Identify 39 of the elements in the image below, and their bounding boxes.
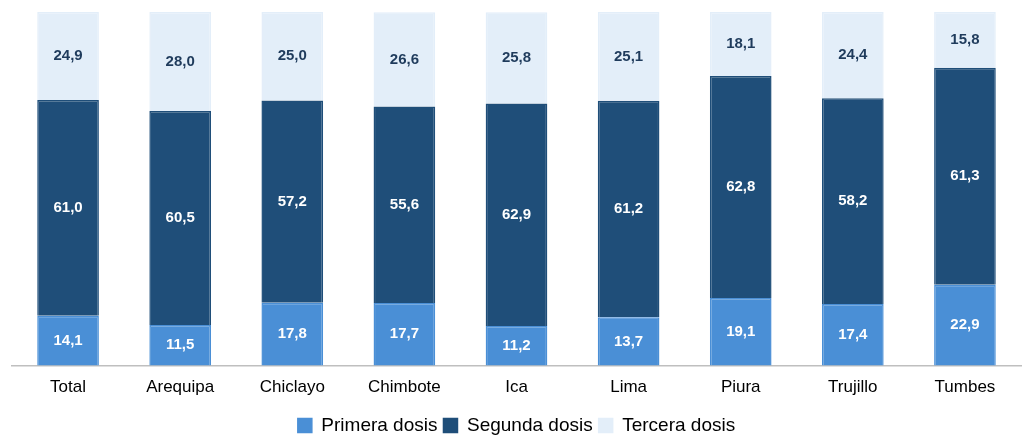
data-label: 62,9 (501, 204, 532, 222)
legend-label: Segunda dosis (466, 413, 593, 435)
data-label: 61,3 (950, 166, 980, 184)
x-tick-label: Ica (505, 377, 529, 397)
x-tick-label: Piura (720, 377, 762, 397)
data-label: 17,7 (389, 324, 419, 342)
data-label: 18,1 (726, 34, 756, 52)
data-label: 61,0 (53, 198, 83, 216)
x-tick-label: Tumbes (934, 377, 996, 397)
data-label: 22,9 (950, 315, 980, 333)
data-label: 25,1 (614, 46, 644, 64)
data-label: 25,8 (501, 48, 532, 66)
data-label: 14,1 (53, 330, 83, 348)
data-label: 19,1 (726, 321, 756, 339)
x-tick-label: Chiclayo (259, 377, 325, 397)
data-label: 57,2 (277, 191, 307, 209)
x-tick-label: Arequipa (146, 377, 215, 397)
data-label: 11,2 (502, 335, 531, 353)
x-tick-label: Chimbote (368, 377, 441, 397)
data-label: 60,5 (165, 208, 195, 226)
data-label: 13,7 (614, 331, 644, 349)
data-label: 11,5 (165, 335, 195, 353)
data-label: 24,9 (53, 46, 83, 64)
legend-label: Primera dosis (321, 413, 438, 435)
data-label: 62,8 (726, 177, 756, 195)
x-tick-label: Total (50, 377, 87, 397)
x-tick-label: Trujillo (828, 377, 878, 397)
data-label: 24,4 (838, 45, 869, 63)
data-label: 15,8 (950, 30, 980, 48)
data-label: 26,6 (389, 49, 419, 67)
legend-label: Tercera dosis (622, 413, 736, 435)
data-label: 55,6 (389, 194, 419, 212)
data-label: 17,4 (838, 324, 869, 342)
data-label: 58,2 (838, 191, 868, 209)
data-label: 61,2 (614, 199, 644, 217)
data-label: 17,8 (277, 324, 307, 342)
data-label: 28,0 (165, 51, 195, 69)
x-tick-label: Lima (610, 377, 648, 397)
data-label: 25,0 (277, 46, 307, 64)
